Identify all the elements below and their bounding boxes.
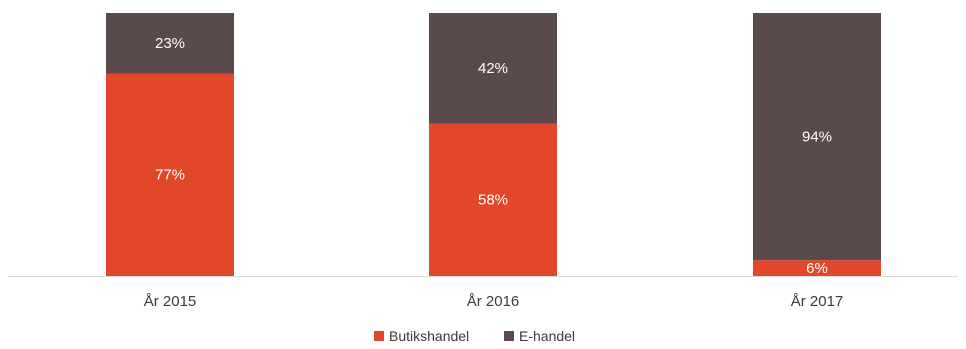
bar-butikshandel-2 — [429, 123, 557, 277]
data-label-e-handel-3: 94% — [802, 129, 832, 146]
bars-group — [106, 13, 881, 277]
data-label-e-handel-1: 23% — [155, 35, 185, 52]
bar-butikshandel-1 — [106, 73, 234, 277]
data-label-e-handel-2: 42% — [478, 60, 508, 77]
x-tick-label-1: År 2015 — [144, 293, 197, 310]
bar-e-handel-3 — [753, 13, 881, 261]
legend-label-e-handel: E-handel — [519, 328, 575, 344]
legend-swatch-e-handel — [504, 331, 514, 341]
data-label-butikshandel-1: 77% — [155, 167, 185, 184]
data-label-butikshandel-3: 6% — [806, 260, 828, 277]
x-tick-labels-group: År 2015 År 2016 År 2017 — [144, 293, 844, 310]
data-labels-group: 77% 23% 58% 42% 6% 94% — [155, 35, 832, 277]
data-label-butikshandel-2: 58% — [478, 192, 508, 209]
bar-butikshandel-3 — [753, 260, 881, 276]
legend-label-butikshandel: Butikshandel — [389, 328, 469, 344]
x-tick-label-3: År 2017 — [791, 293, 844, 310]
x-tick-label-2: År 2016 — [467, 293, 520, 310]
legend-swatch-butikshandel — [374, 331, 384, 341]
bar-e-handel-1 — [106, 13, 234, 74]
legend: Butikshandel E-handel — [374, 328, 575, 344]
bar-e-handel-2 — [429, 13, 557, 124]
